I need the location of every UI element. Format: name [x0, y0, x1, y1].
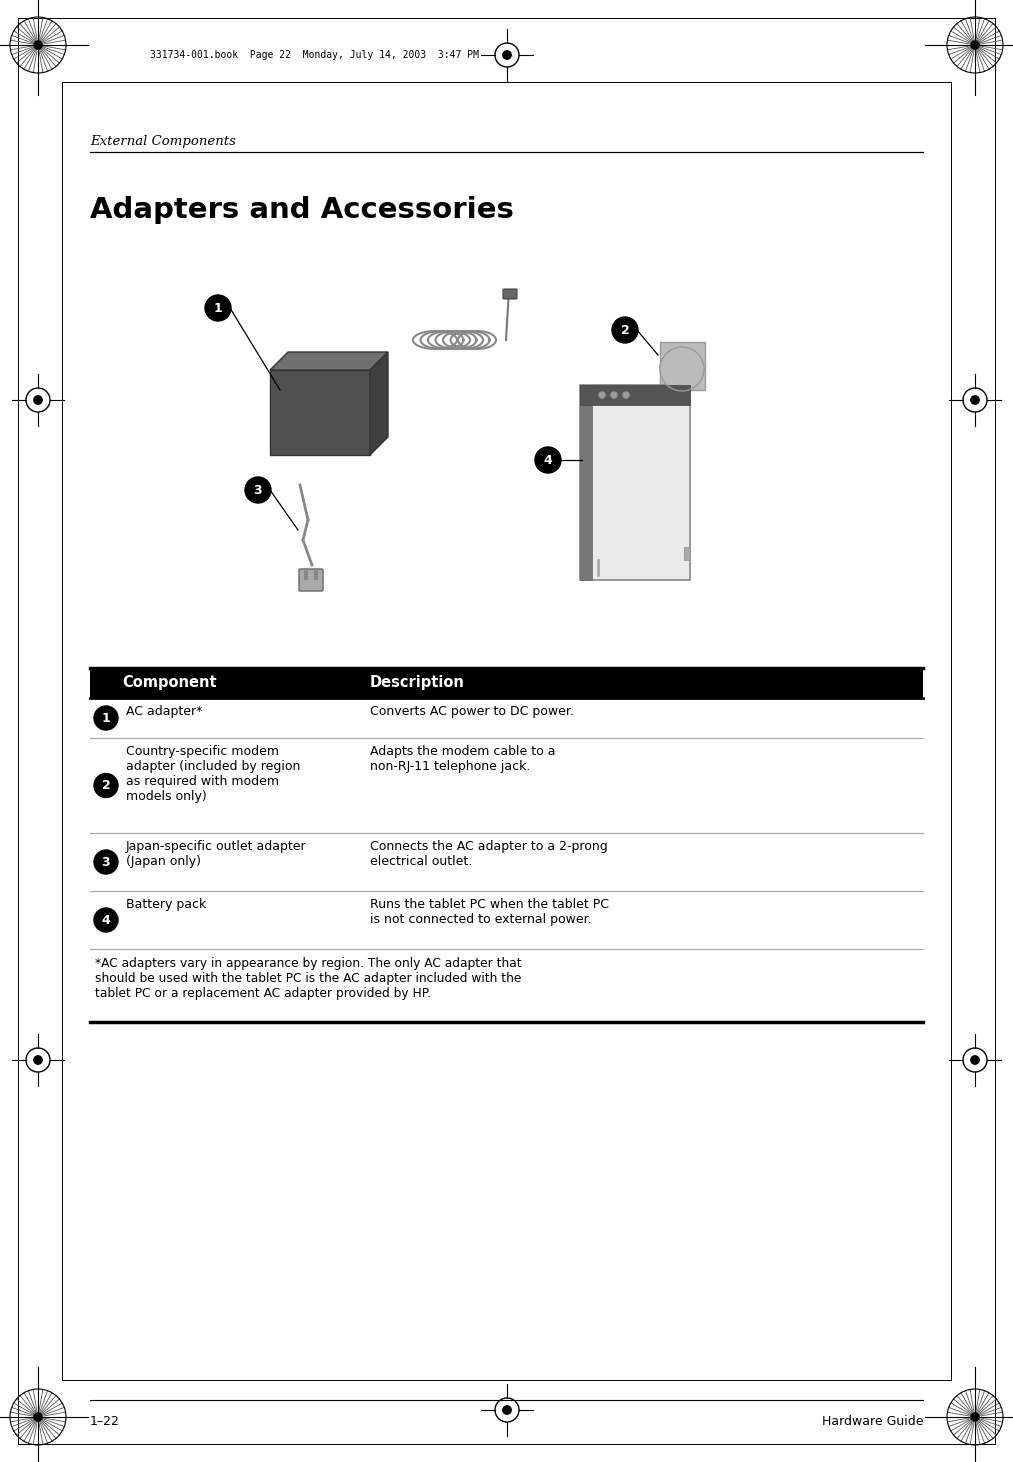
Circle shape: [623, 392, 629, 398]
Text: 2: 2: [101, 779, 110, 792]
Text: Description: Description: [370, 675, 465, 690]
Text: Country-specific modem
adapter (included by region
as required with modem
models: Country-specific modem adapter (included…: [126, 746, 301, 803]
Text: AC adapter*: AC adapter*: [126, 705, 203, 718]
Circle shape: [970, 396, 980, 404]
Text: 4: 4: [544, 453, 552, 466]
FancyBboxPatch shape: [580, 385, 690, 405]
Text: 331734-001.book  Page 22  Monday, July 14, 2003  3:47 PM: 331734-001.book Page 22 Monday, July 14,…: [150, 50, 479, 60]
Circle shape: [33, 396, 43, 404]
Text: Hardware Guide: Hardware Guide: [822, 1415, 923, 1428]
Polygon shape: [270, 352, 388, 370]
Circle shape: [33, 1056, 43, 1064]
Text: 2: 2: [621, 323, 629, 336]
Circle shape: [502, 1406, 512, 1414]
Text: *AC adapters vary in appearance by region. The only AC adapter that
should be us: *AC adapters vary in appearance by regio…: [95, 958, 522, 1000]
Text: Japan-specific outlet adapter
(Japan only): Japan-specific outlet adapter (Japan onl…: [126, 841, 307, 868]
Text: 4: 4: [101, 914, 110, 927]
Text: 1: 1: [214, 301, 223, 314]
Circle shape: [205, 295, 231, 322]
Text: Converts AC power to DC power.: Converts AC power to DC power.: [370, 705, 574, 718]
Circle shape: [599, 392, 605, 398]
Text: Battery pack: Battery pack: [126, 898, 207, 911]
FancyBboxPatch shape: [503, 289, 517, 300]
Circle shape: [611, 392, 617, 398]
Circle shape: [94, 773, 118, 797]
FancyBboxPatch shape: [580, 385, 592, 580]
FancyBboxPatch shape: [270, 370, 370, 455]
Text: Runs the tablet PC when the tablet PC
is not connected to external power.: Runs the tablet PC when the tablet PC is…: [370, 898, 609, 925]
Circle shape: [535, 447, 561, 474]
Text: 3: 3: [101, 855, 110, 868]
Circle shape: [971, 41, 979, 50]
Text: Component: Component: [122, 675, 217, 690]
Text: 3: 3: [253, 484, 262, 497]
Circle shape: [502, 51, 512, 58]
Circle shape: [34, 41, 42, 50]
Text: Adapts the modem cable to a
non-RJ-11 telephone jack.: Adapts the modem cable to a non-RJ-11 te…: [370, 746, 555, 773]
Circle shape: [970, 1056, 980, 1064]
FancyBboxPatch shape: [685, 547, 691, 560]
FancyBboxPatch shape: [299, 569, 323, 591]
Circle shape: [971, 1412, 979, 1421]
Text: Adapters and Accessories: Adapters and Accessories: [90, 196, 514, 224]
Circle shape: [94, 706, 118, 730]
Circle shape: [612, 317, 638, 344]
Circle shape: [660, 346, 704, 390]
Text: 1–22: 1–22: [90, 1415, 120, 1428]
Text: 1: 1: [101, 712, 110, 725]
Polygon shape: [370, 352, 388, 455]
Circle shape: [94, 908, 118, 931]
Text: Connects the AC adapter to a 2-prong
electrical outlet.: Connects the AC adapter to a 2-prong ele…: [370, 841, 608, 868]
Circle shape: [245, 477, 271, 503]
FancyBboxPatch shape: [660, 342, 705, 390]
FancyBboxPatch shape: [580, 385, 690, 580]
Text: External Components: External Components: [90, 135, 236, 148]
Circle shape: [34, 1412, 42, 1421]
Bar: [90, 668, 923, 697]
Circle shape: [94, 849, 118, 874]
